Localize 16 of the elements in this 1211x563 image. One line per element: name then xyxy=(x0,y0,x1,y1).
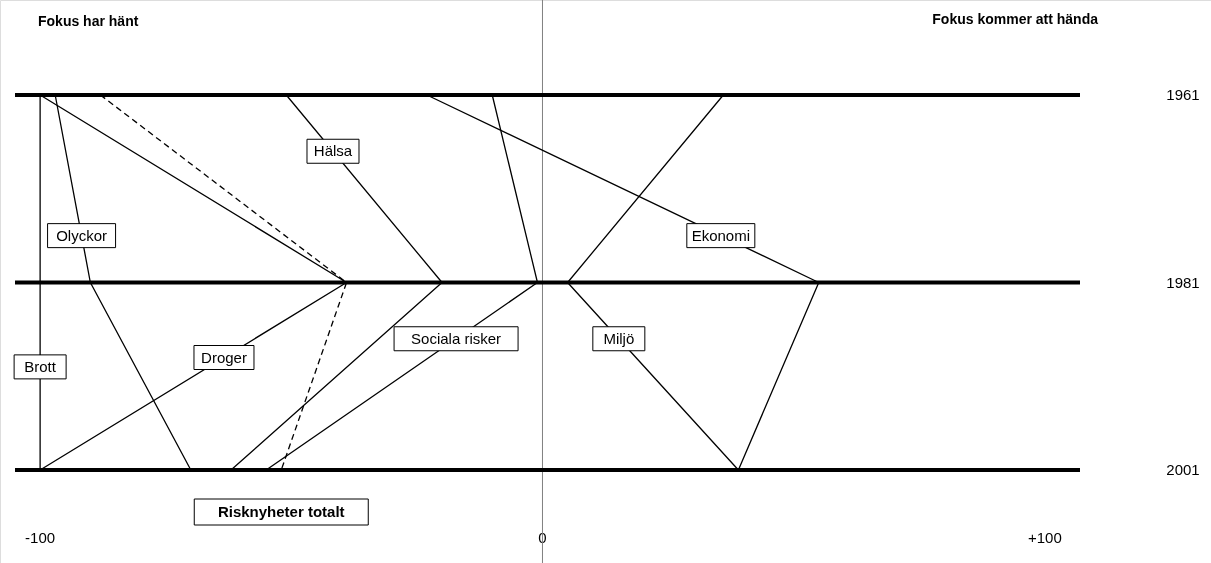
x-tick-label: +100 xyxy=(1027,529,1062,546)
x-tick-label: -100 xyxy=(25,529,56,546)
text: Fokus kommer att hända xyxy=(932,11,1099,27)
series-label: Ekonomi xyxy=(691,226,750,244)
y-tick-label: 1981 xyxy=(1166,273,1200,291)
series-label: Hälsa xyxy=(313,142,353,160)
text: Fokus har hänt xyxy=(38,13,139,29)
series-label: Brott xyxy=(24,357,57,375)
text: Risknyheter totalt xyxy=(217,503,345,520)
series-label: Droger xyxy=(201,348,247,366)
x-tick-label: 0 xyxy=(538,529,547,546)
y-tick-label: 1961 xyxy=(1166,86,1200,103)
series-label: Olyckor xyxy=(56,226,107,244)
series-label: Sociala risker xyxy=(411,329,502,347)
series-label: Miljö xyxy=(603,329,635,347)
y-tick-label: 2001 xyxy=(1166,461,1200,478)
